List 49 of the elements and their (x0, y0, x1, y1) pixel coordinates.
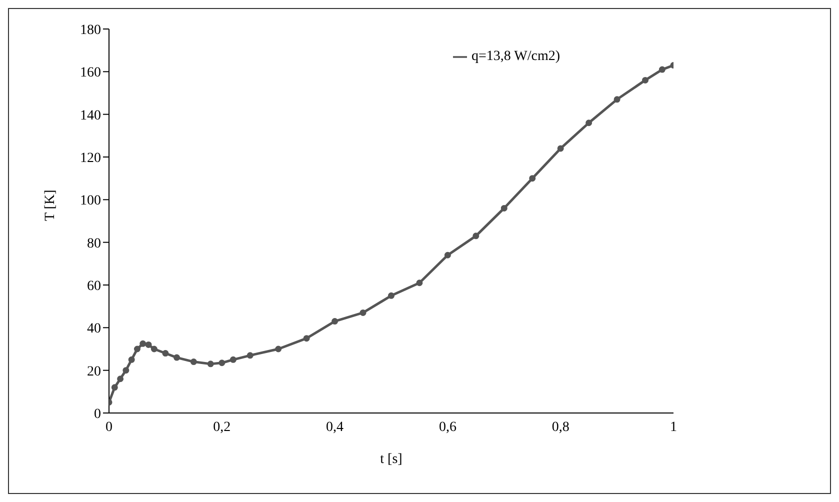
y-tick-label: 140 (80, 108, 101, 124)
point (117, 376, 124, 382)
y-tick-label: 40 (87, 322, 101, 337)
point (122, 367, 130, 374)
point (642, 76, 649, 84)
point (658, 66, 666, 73)
y-axis-title: T [K] (42, 190, 58, 221)
point (230, 356, 236, 363)
point (500, 204, 508, 212)
x-axis-title: t [s] (380, 452, 402, 467)
point (150, 346, 158, 352)
point (173, 354, 180, 361)
point (360, 309, 366, 316)
point (303, 335, 310, 342)
y-tick-label: 120 (80, 150, 101, 166)
legend-label: q=13,8 W/cm2) (471, 49, 560, 64)
point (145, 341, 152, 348)
y-tick-label: 100 (80, 194, 101, 209)
x-tick-label: 0,6 (438, 420, 456, 435)
y-tick-label: 80 (87, 236, 101, 252)
point (134, 346, 140, 352)
point (388, 292, 394, 299)
x-tick-label: 0,4 (326, 420, 344, 435)
x-tick-label: 1 (670, 420, 677, 435)
point (332, 318, 338, 325)
x-tick-label: 0,2 (213, 420, 231, 435)
point (614, 96, 620, 103)
x-tick-label: 0 (106, 420, 112, 435)
point (472, 232, 480, 240)
y-tick-label: 160 (80, 66, 101, 81)
y-tick-label: 180 (80, 22, 101, 38)
point (444, 252, 451, 258)
point (162, 350, 169, 357)
y-tick-label: 0 (94, 406, 101, 422)
y-tick-label: 60 (87, 278, 101, 294)
point (190, 358, 197, 366)
point (111, 384, 118, 391)
point (416, 280, 423, 286)
point (529, 175, 536, 182)
y-tick-label: 20 (87, 364, 101, 380)
point (275, 346, 282, 352)
point (140, 340, 146, 347)
point (557, 145, 564, 152)
x-tick-label: 0,8 (552, 420, 570, 435)
point (207, 360, 214, 368)
point (128, 356, 135, 363)
point (246, 352, 254, 359)
point (586, 120, 592, 126)
point (218, 360, 226, 366)
